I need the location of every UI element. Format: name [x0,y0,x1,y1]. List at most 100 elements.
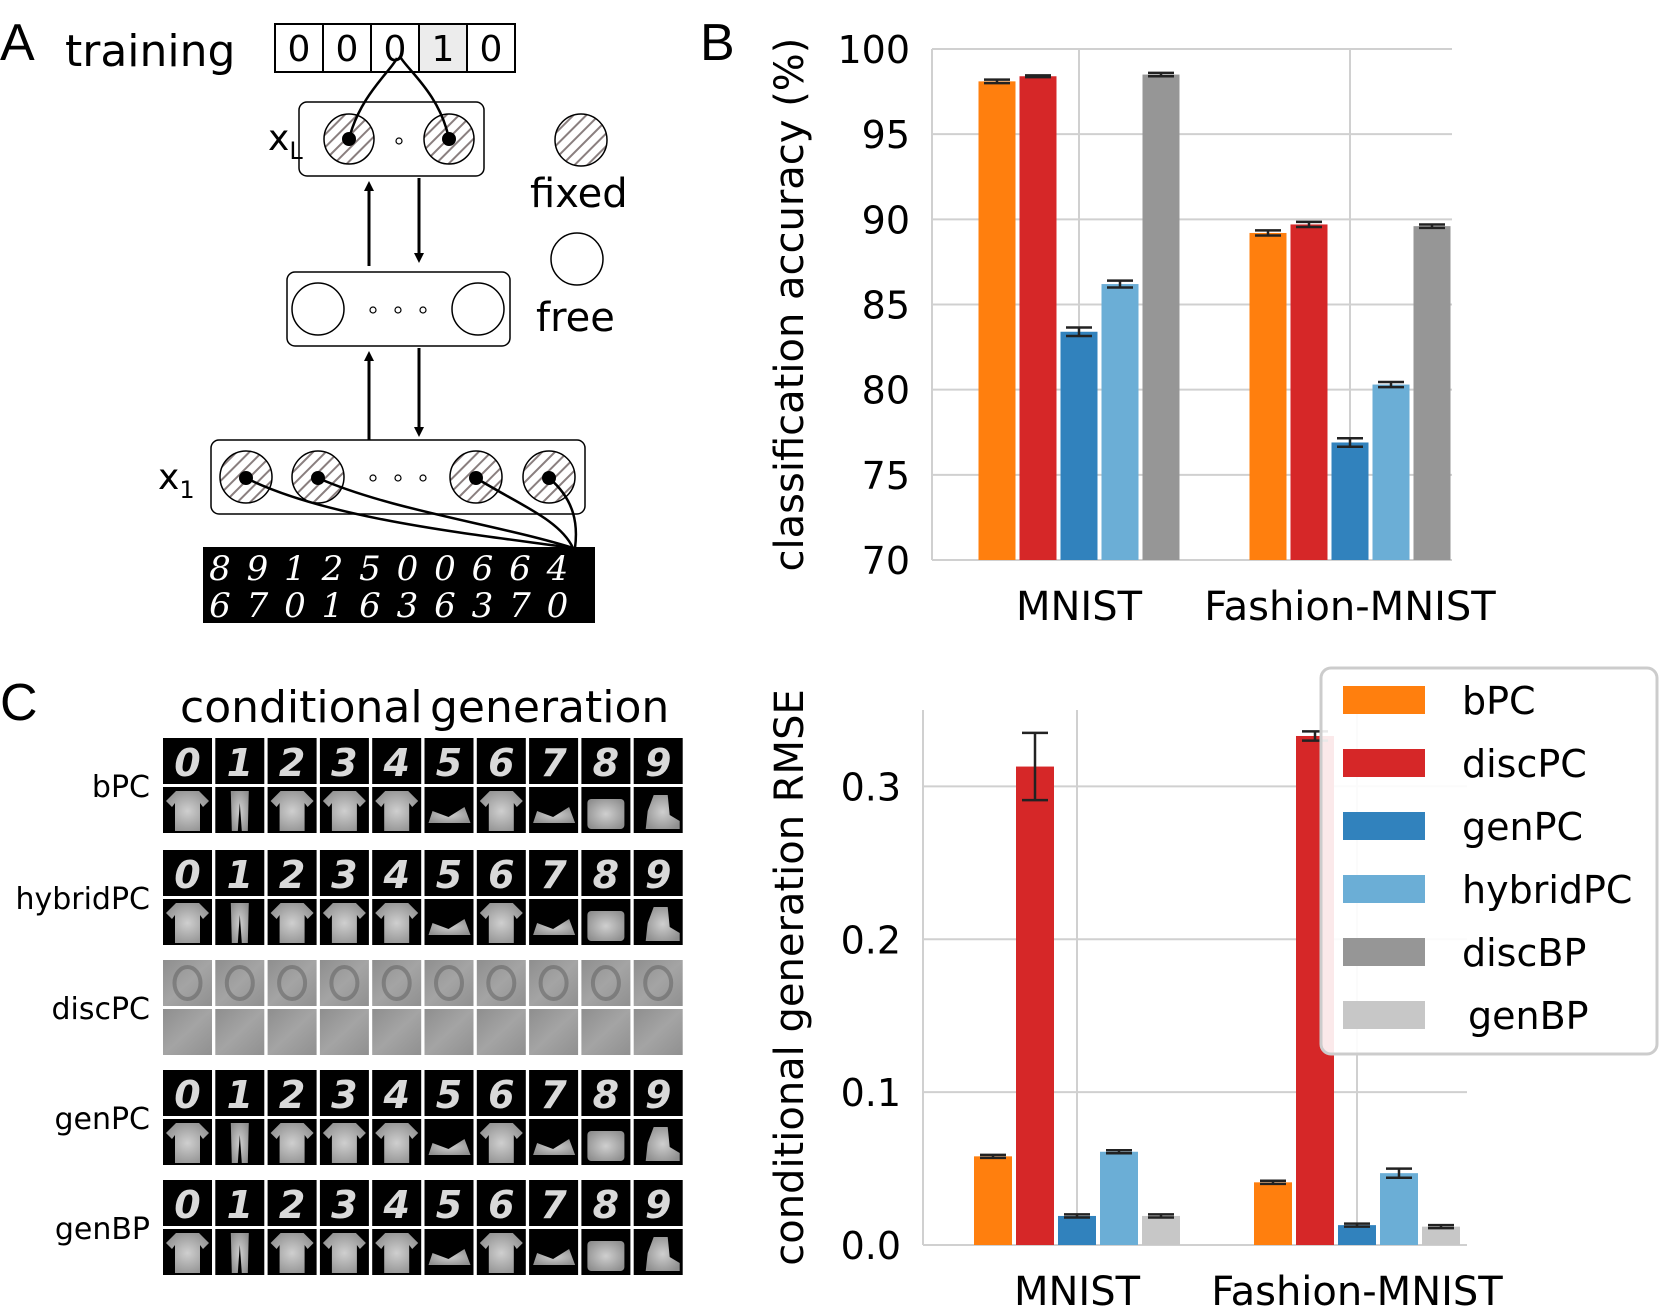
middle-node-right [451,282,505,336]
rmse-legend: bPC discPC genPC hybridPC discBP genBP [1319,666,1659,1056]
digit-thumbnail: 3 [319,850,369,897]
digit-thumbnail [424,960,474,1006]
mnist-digit: 0 [397,549,419,589]
generated-digit: 8 [593,853,619,897]
digit-thumbnail [267,960,317,1006]
clothing-thumbnail [581,1119,631,1165]
clothing-thumbnail [633,1009,683,1055]
clothing-thumbnail [476,1009,526,1055]
noise-thumb-bg [319,1009,369,1055]
generated-digit: 3 [331,1183,357,1227]
digit-thumb-bg [581,738,631,784]
clothing-thumbnail [267,787,317,833]
clothing-shape-sneaker [533,919,576,935]
generated-digit: 4 [382,1073,409,1117]
noise-thumb-bg [529,1009,579,1055]
digit-thumb-bg [633,850,683,896]
digit-thumbnail: 6 [476,1180,526,1227]
y-tick-label: 75 [862,454,910,498]
clothing-shape-shirt [479,1233,523,1273]
clothing-thumbnail [476,1229,526,1275]
clothing-thumbnail [633,899,683,945]
noise-blob [434,965,464,1001]
bar-bPC-mnist [974,1156,1012,1245]
middle-layer-box [286,271,511,347]
clothing-shape-pullover [270,1233,314,1273]
digit-thumbnail [215,960,265,1006]
generated-digit: 2 [279,853,305,897]
digit-thumbnail: 5 [424,850,474,897]
mnist-digit: 6 [359,586,381,626]
digit-thumbnail: 3 [319,1180,369,1227]
x-tick-label: MNIST [1014,1269,1141,1307]
clothing-thumbnail [215,1229,265,1275]
row-label-bPC: bPC [92,770,150,805]
mnist-digit: 0 [434,549,456,589]
digit-thumb-bg [215,1180,265,1226]
clothing-shape-shirt [166,1233,209,1273]
legend-fixed-icon [554,113,608,167]
x-tick-label: MNIST [1016,584,1143,630]
digit-thumbnail: 3 [319,738,369,785]
digit-thumb-bg [529,738,579,784]
bottom-layer-label: x1 [158,457,195,504]
onehot-value: 0 [384,29,407,70]
generated-digit: 0 [174,1183,200,1227]
pixel-link-1 [245,476,574,550]
clothing-shape-pullover [270,903,314,943]
digit-thumbnail [529,960,579,1006]
mnist-digit: 6 [509,549,531,589]
middle-ellipsis-2 [394,306,402,314]
digit-thumb-bg [633,1180,683,1226]
top-layer-box [298,101,485,177]
mnist-digit: 0 [284,586,306,626]
legend-swatch-discBP [1343,938,1425,966]
clothing-thumbnail [529,787,579,833]
clothing-shape-sneaker [533,1249,576,1265]
clothing-thumbnail [372,787,422,833]
digit-thumbnail: 6 [476,738,526,785]
generated-digit: 0 [174,1073,200,1117]
generated-digit: 1 [227,853,253,897]
generated-digit: 8 [593,741,619,785]
clothing-thumbnail [529,899,579,945]
clothing-thumbnail [372,1229,422,1275]
digit-thumb-bg [215,738,265,784]
digit-thumbnail [372,960,422,1006]
generated-digit: 6 [488,741,514,785]
bar-discPC-fashion-mnist [1290,224,1328,560]
legend-label-genBP: genBP [1468,994,1589,1038]
generated-digit: 0 [174,741,200,785]
pixel-link-4 [548,477,578,549]
generated-digit: 7 [540,853,567,897]
clothing-shape-boot [645,907,680,941]
digit-thumbnail: 4 [372,738,422,785]
digit-thumbnail: 1 [215,738,265,785]
digit-thumb-bg [163,850,212,896]
y-tick-label: 0.2 [841,918,901,962]
x-tick-label: Fashion-MNIST [1204,584,1496,630]
noise-blob [381,965,412,1001]
mnist-digit: 7 [247,586,269,626]
cloth-thumb-bg [529,1229,579,1275]
legend-label-bPC: bPC [1462,679,1536,723]
clothing-thumbnail [372,1119,422,1165]
clothing-shape-shirt [166,903,209,943]
digit-thumbnail: 3 [319,1070,369,1117]
cloth-thumb-bg [529,899,579,945]
training-label: training [65,26,235,77]
clothing-shape-bag [587,1241,625,1271]
noise-thumb-bg [372,1009,422,1055]
mnist-digit: 0 [547,586,569,626]
clothing-thumbnail [163,787,212,833]
bar-hybridPC-fashion-mnist [1380,1173,1418,1245]
onehot-value: 0 [336,29,359,70]
digit-thumbnail: 0 [163,738,212,785]
generated-digit: 9 [645,1073,671,1117]
digit-thumb-bg [529,850,579,896]
generated-digit: 5 [436,853,462,897]
generated-digit: 9 [645,853,671,897]
rmse-bar-chart: 0.0 0.1 0.2 0.3 MNIST Fashion-MNIST conditiona… [767,689,1503,1307]
